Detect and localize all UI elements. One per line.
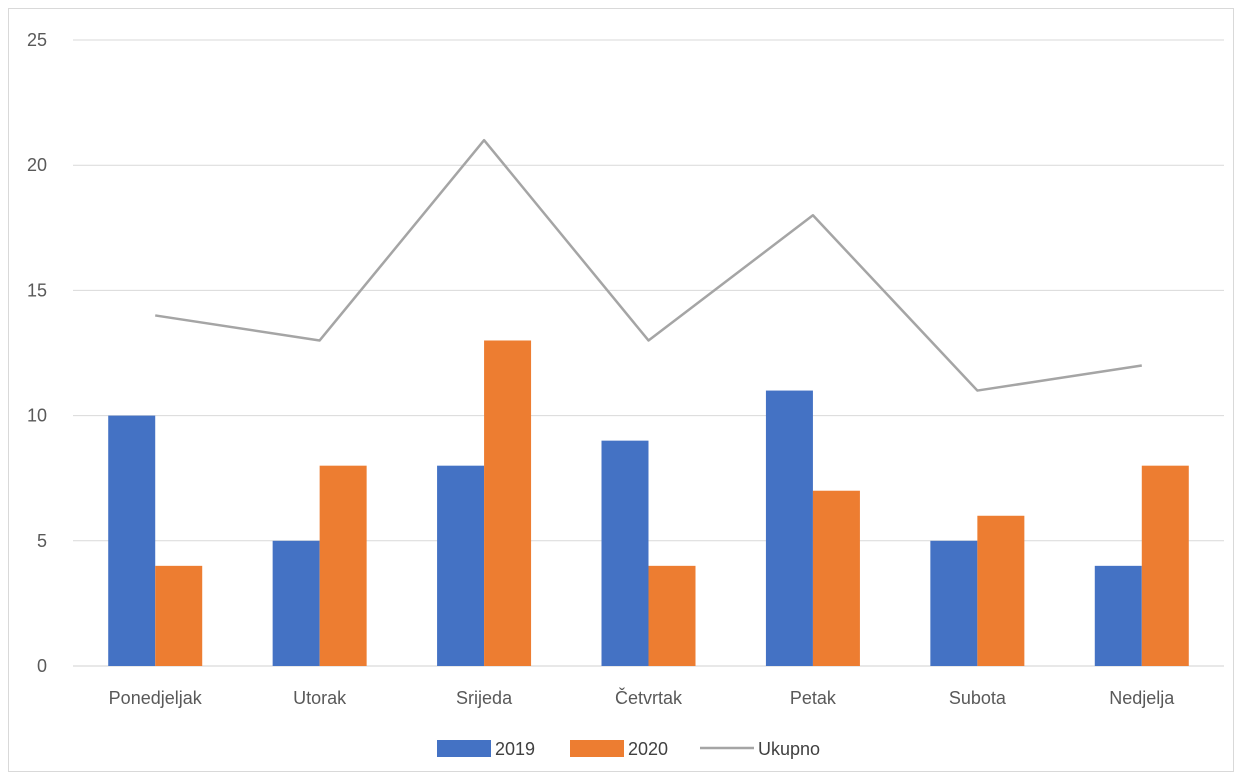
legend-item-2020: 2020 bbox=[570, 739, 668, 759]
bar-2020-4 bbox=[648, 565, 696, 666]
x-tick-label: Ponedjeljak bbox=[109, 688, 203, 708]
bar-2020-7 bbox=[1141, 465, 1189, 666]
line-Ukupno bbox=[155, 138, 1142, 392]
bar-2020-2 bbox=[319, 465, 367, 666]
x-tick-label: Nedjelja bbox=[1109, 688, 1175, 708]
bar-2019-4 bbox=[601, 440, 649, 666]
bar-2019-2 bbox=[272, 540, 320, 666]
x-tick-label: Subota bbox=[949, 688, 1007, 708]
x-tick-label: Utorak bbox=[293, 688, 347, 708]
bar-2019-6 bbox=[930, 540, 978, 666]
gridlines bbox=[73, 39, 1224, 667]
legend-swatch bbox=[570, 740, 624, 757]
y-tick-label: 5 bbox=[37, 531, 47, 551]
bar-2020-3 bbox=[484, 340, 532, 666]
bar-2020-6 bbox=[977, 515, 1025, 666]
y-tick-label: 0 bbox=[37, 656, 47, 676]
y-tick-label: 15 bbox=[27, 280, 47, 300]
legend-label: 2019 bbox=[495, 739, 535, 759]
y-axis-ticks: 0 5 10 15 20 25 bbox=[27, 30, 47, 676]
bar-2020-5 bbox=[812, 490, 860, 666]
x-tick-label: Četvrtak bbox=[615, 687, 683, 708]
y-tick-label: 20 bbox=[27, 155, 47, 175]
line-series bbox=[155, 138, 1142, 392]
bar-2019-7 bbox=[1094, 565, 1142, 666]
bar-2019-3 bbox=[437, 465, 485, 666]
legend-item-Ukupno: Ukupno bbox=[700, 739, 820, 759]
bars bbox=[108, 340, 1189, 666]
legend-swatch bbox=[437, 740, 491, 757]
y-tick-label: 10 bbox=[27, 406, 47, 426]
bar-2020-1 bbox=[155, 565, 203, 666]
y-tick-label: 25 bbox=[27, 30, 47, 50]
legend-label: 2020 bbox=[628, 739, 668, 759]
legend-item-2019: 2019 bbox=[437, 739, 535, 759]
bar-2019-5 bbox=[765, 390, 813, 666]
x-tick-label: Srijeda bbox=[456, 688, 513, 708]
bar-2019-1 bbox=[108, 415, 156, 666]
x-axis-ticks: Ponedjeljak Utorak Srijeda Četvrtak Petak Sub… bbox=[109, 687, 1176, 708]
legend: 2019 2020 Ukupno bbox=[437, 739, 820, 759]
x-tick-label: Petak bbox=[790, 688, 837, 708]
legend-label: Ukupno bbox=[758, 739, 820, 759]
